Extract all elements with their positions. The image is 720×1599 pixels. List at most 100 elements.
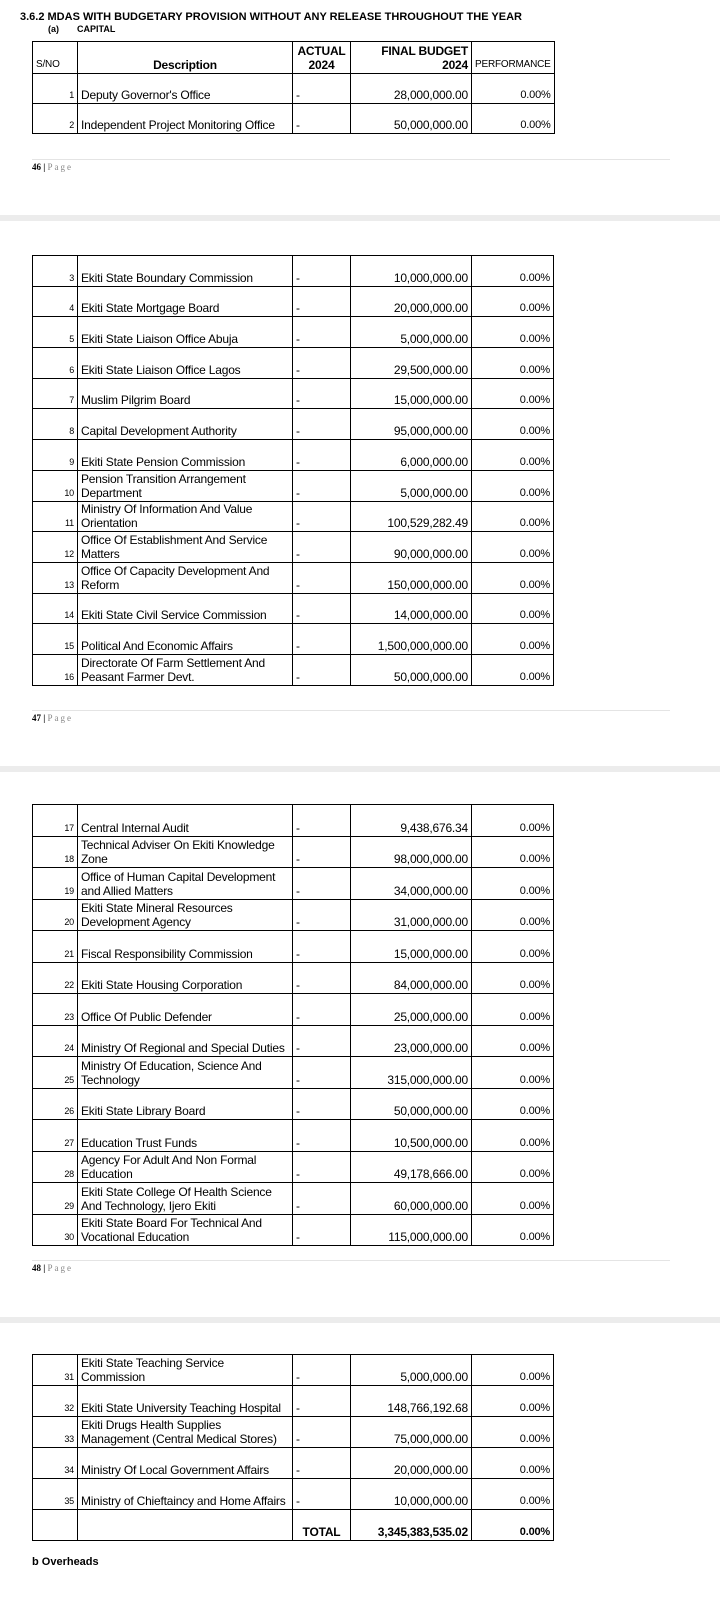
final-budget: 60,000,000.00 <box>350 1182 472 1215</box>
table-row: 3 Ekiti State Boundary Commission -10,000,… <box>32 255 554 287</box>
final-budget: 10,500,000.00 <box>350 1119 472 1152</box>
actual: - <box>292 592 351 625</box>
serial-number: 13 <box>32 561 78 594</box>
actual: - <box>292 1354 351 1386</box>
actual: - <box>292 408 351 441</box>
actual: - <box>292 867 351 900</box>
table-row: 22 Ekiti State Housing Corporation -84,000… <box>32 961 554 994</box>
separator: | <box>41 162 48 172</box>
final-budget: 15,000,000.00 <box>350 930 472 963</box>
final-budget: 148,766,192.68 <box>350 1385 472 1417</box>
serial-number: 2 <box>32 103 78 134</box>
table-row: 4 Ekiti State Mortgage Board -20,000,000.0… <box>32 285 554 318</box>
final-budget: 10,000,000.00 <box>350 1478 472 1510</box>
table-row: 5 Ekiti State Liaison Office Abuja -5,000,… <box>32 316 554 349</box>
subheading: (a) CAPITAL <box>48 24 133 34</box>
table-row: 31 Ekiti State Teaching Service Commissio… <box>32 1354 554 1386</box>
description: Ekiti State Liaison Office Lagos <box>77 347 293 379</box>
serial-number: 18 <box>32 835 78 868</box>
page-label: Page <box>47 713 73 723</box>
serial-number: 27 <box>32 1119 78 1152</box>
actual: - <box>292 469 351 502</box>
serial-number: 22 <box>32 961 78 994</box>
performance: 0.00% <box>471 1087 554 1120</box>
description: Ekiti State Mortgage Board <box>77 285 293 318</box>
table-row: 13 Office Of Capacity Development And Ref… <box>32 561 554 594</box>
description: Ekiti Drugs Health Supplies Management (… <box>77 1416 293 1448</box>
column-header: ACTUAL 2024 <box>292 41 351 74</box>
actual: - <box>292 103 351 134</box>
final-budget: 50,000,000.00 <box>350 653 472 686</box>
performance: 0.00% <box>471 347 554 379</box>
table-row: 6 Ekiti State Liaison Office Lagos -29,500… <box>32 347 554 379</box>
serial-number: 15 <box>32 623 78 655</box>
description: Office of Human Capital Development and … <box>77 867 293 900</box>
performance: 0.00% <box>471 531 554 563</box>
footer-rule <box>32 159 670 160</box>
final-budget: 5,000,000.00 <box>350 469 472 502</box>
performance: 0.00% <box>471 285 554 318</box>
table-row: 24 Ministry Of Regional and Special Dutie… <box>32 1024 554 1057</box>
final-budget: 75,000,000.00 <box>350 1416 472 1448</box>
table-row: 27 Education Trust Funds -10,500,000.00 0.0… <box>32 1119 554 1152</box>
column-header: S/NO <box>32 41 78 74</box>
total-performance: 0.00% <box>471 1509 554 1541</box>
description: Office Of Public Defender <box>77 993 293 1026</box>
actual: - <box>292 1416 351 1448</box>
final-budget: 1,500,000,000.00 <box>350 623 472 655</box>
description: Ministry Of Local Government Affairs <box>77 1447 293 1479</box>
page-footer: 47 | Page <box>32 713 73 723</box>
table-row: 25 Ministry Of Education, Science And Tec… <box>32 1056 554 1089</box>
table-row: 14 Ekiti State Civil Service Commission -1… <box>32 592 554 625</box>
table-row: 33 Ekiti Drugs Health Supplies Management… <box>32 1416 554 1448</box>
final-budget: 50,000,000.00 <box>350 103 472 134</box>
table-row: 8 Capital Development Authority -95,000,00… <box>32 408 554 441</box>
table: 31 Ekiti State Teaching Service Commissio… <box>32 1354 554 1541</box>
final-budget: 315,000,000.00 <box>350 1056 472 1089</box>
description: Ministry Of Regional and Special Duties <box>77 1024 293 1057</box>
actual: - <box>292 653 351 686</box>
final-budget: 98,000,000.00 <box>350 835 472 868</box>
performance: 0.00% <box>471 867 554 900</box>
final-budget: 20,000,000.00 <box>350 1447 472 1479</box>
actual: - <box>292 1056 351 1089</box>
performance: 0.00% <box>471 377 554 410</box>
separator: | <box>41 713 48 723</box>
performance: 0.00% <box>471 1024 554 1057</box>
table-row: 19 Office of Human Capital Development an… <box>32 867 554 900</box>
description: Office Of Establishment And Service Matt… <box>77 531 293 563</box>
performance: 0.00% <box>471 1182 554 1215</box>
performance: 0.00% <box>471 1478 554 1510</box>
actual: - <box>292 531 351 563</box>
final-budget: 90,000,000.00 <box>350 531 472 563</box>
serial-number: 28 <box>32 1150 78 1183</box>
table-row: 28 Agency For Adult And Non Formal Educat… <box>32 1150 554 1183</box>
separator: | <box>41 1263 48 1273</box>
column-header: FINAL BUDGET 2024 <box>350 41 472 74</box>
column-header: Description <box>77 41 293 74</box>
footer-rule <box>32 710 670 711</box>
serial-number: 21 <box>32 930 78 963</box>
final-budget: 34,000,000.00 <box>350 867 472 900</box>
total-budget: 3,345,383,535.02 <box>350 1509 472 1541</box>
serial-number: 8 <box>32 408 78 441</box>
description: Ekiti State Teaching Service Commission <box>77 1354 293 1386</box>
serial-number: 5 <box>32 316 78 349</box>
performance: 0.00% <box>471 316 554 349</box>
serial-number: 1 <box>32 73 78 104</box>
actual: - <box>292 500 351 533</box>
final-budget: 14,000,000.00 <box>350 592 472 625</box>
description: Ekiti State Civil Service Commission <box>77 592 293 625</box>
performance: 0.00% <box>471 653 554 686</box>
page-number: 46 <box>32 162 41 172</box>
description: Ekiti State Housing Corporation <box>77 961 293 994</box>
serial-number: 6 <box>32 347 78 379</box>
description: Agency For Adult And Non Formal Educatio… <box>77 1150 293 1183</box>
description: Ekiti State Liaison Office Abuja <box>77 316 293 349</box>
final-budget: 150,000,000.00 <box>350 561 472 594</box>
page-number: 48 <box>32 1263 41 1273</box>
serial-number: 11 <box>32 500 78 533</box>
final-budget: 6,000,000.00 <box>350 439 472 471</box>
performance: 0.00% <box>471 623 554 655</box>
description: Ekiti State Board For Technical And Voca… <box>77 1213 293 1246</box>
